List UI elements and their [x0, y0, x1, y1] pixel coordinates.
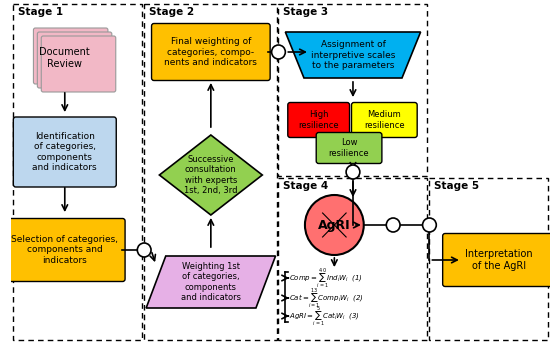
Text: Medium
resilience: Medium resilience [364, 110, 405, 130]
Text: $Cat=\!\sum_{i=1}^{13}\!Comp_i W_i$  (2): $Cat=\!\sum_{i=1}^{13}\!Comp_i W_i$ (2) [289, 286, 364, 310]
Text: AgRI: AgRI [318, 218, 351, 232]
FancyBboxPatch shape [351, 103, 417, 138]
Circle shape [305, 195, 364, 255]
Text: Stage 4: Stage 4 [283, 181, 329, 191]
Text: Stage 2: Stage 2 [149, 7, 194, 17]
Text: $AgRI=\!\sum_{i=1}^{5}\!Cat_i W_i$  (3): $AgRI=\!\sum_{i=1}^{5}\!Cat_i W_i$ (3) [289, 304, 360, 328]
Text: Document
Review: Document Review [40, 47, 90, 69]
Text: Interpretation
of the AgRI: Interpretation of the AgRI [465, 249, 533, 271]
FancyBboxPatch shape [4, 218, 125, 281]
Text: Weighting 1st
of categories,
components
and indicators: Weighting 1st of categories, components … [181, 262, 241, 302]
FancyBboxPatch shape [316, 132, 382, 163]
Text: Identification
of categories,
components
and indicators: Identification of categories, components… [32, 132, 97, 172]
Text: Stage 1: Stage 1 [18, 7, 63, 17]
FancyBboxPatch shape [152, 23, 270, 80]
Circle shape [138, 243, 151, 257]
FancyBboxPatch shape [443, 234, 550, 287]
Circle shape [386, 218, 400, 232]
FancyBboxPatch shape [41, 36, 116, 92]
Text: Stage 3: Stage 3 [283, 7, 328, 17]
FancyBboxPatch shape [34, 28, 108, 84]
Text: High
resilience: High resilience [298, 110, 339, 130]
Text: Final weighting of
categories, compo-
nents and indicators: Final weighting of categories, compo- ne… [164, 37, 257, 67]
Circle shape [346, 165, 360, 179]
Text: $Comp=\!\sum_{i=1}^{40}\!Ind_i W_i$  (1): $Comp=\!\sum_{i=1}^{40}\!Ind_i W_i$ (1) [289, 266, 363, 290]
Circle shape [272, 45, 285, 59]
Text: Successive
consultation
with experts
1st, 2nd, 3rd: Successive consultation with experts 1st… [184, 155, 238, 195]
FancyBboxPatch shape [37, 32, 112, 88]
Text: Low
resilience: Low resilience [329, 138, 370, 158]
Text: Stage 5: Stage 5 [434, 181, 480, 191]
Polygon shape [146, 256, 276, 308]
Polygon shape [285, 32, 421, 78]
Polygon shape [160, 135, 262, 215]
FancyBboxPatch shape [13, 117, 116, 187]
FancyBboxPatch shape [288, 103, 350, 138]
Text: Assignment of
interpretive scales
to the parameters: Assignment of interpretive scales to the… [311, 40, 395, 70]
Text: Selection of categories,
components and
indicators: Selection of categories, components and … [12, 235, 118, 265]
Circle shape [422, 218, 436, 232]
